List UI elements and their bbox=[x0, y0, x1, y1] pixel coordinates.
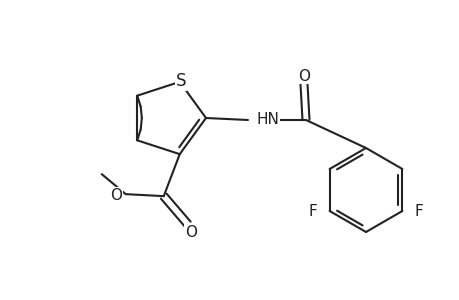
Text: F: F bbox=[308, 203, 317, 218]
Text: S: S bbox=[175, 72, 185, 90]
Text: O: O bbox=[185, 225, 196, 240]
Text: O: O bbox=[297, 68, 309, 83]
Text: HN: HN bbox=[256, 112, 278, 128]
Text: O: O bbox=[110, 188, 122, 202]
Text: F: F bbox=[414, 203, 422, 218]
